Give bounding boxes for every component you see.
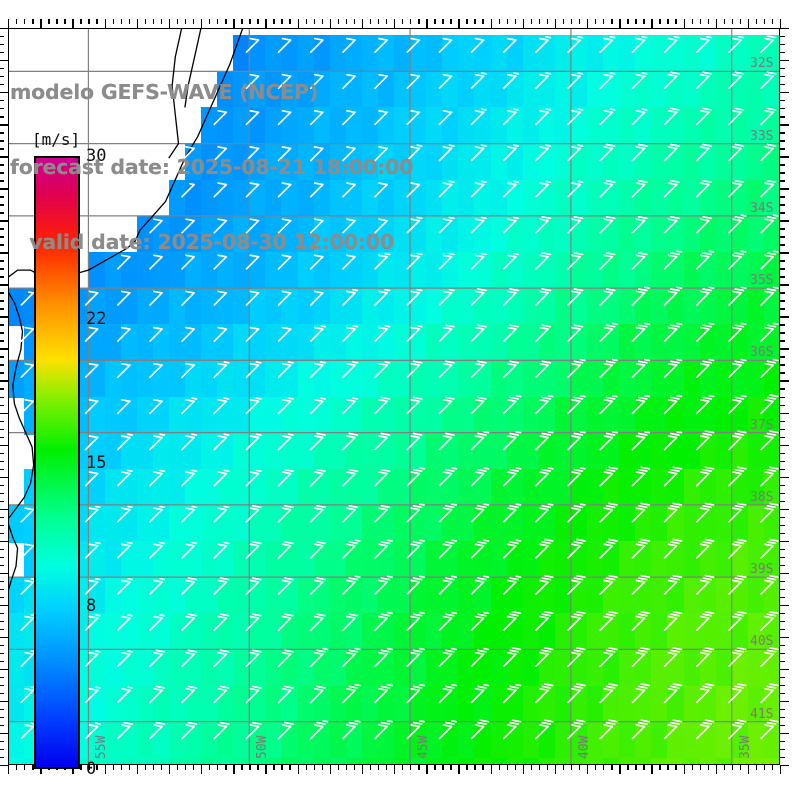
tick-marks-left	[0, 28, 8, 767]
lat-label-37s: 37S	[750, 417, 774, 433]
wind-speed-raster	[8, 28, 780, 765]
lat-label-40s: 40S	[750, 634, 774, 650]
lon-label-35w: 35W	[737, 735, 753, 759]
colorbar-tick-22: 22	[86, 309, 107, 330]
lat-label-32s: 32S	[750, 56, 774, 72]
tick-marks-right	[780, 28, 789, 767]
tick-marks-bottom	[8, 765, 782, 774]
lat-label-36s: 36S	[750, 345, 774, 361]
lon-label-40w: 40W	[576, 735, 592, 759]
colorbar-tick-30: 30	[86, 146, 107, 166]
colorbar-unit-label: [m/s]	[32, 130, 81, 149]
colorbar-gradient	[34, 156, 80, 769]
forecast-date-line: forecast date: 2025-08-21 18:00:00	[10, 155, 414, 179]
lat-label-33s: 33S	[750, 128, 774, 144]
colorbar-tick-0: 0	[86, 759, 97, 779]
lon-label-55w: 55W	[94, 735, 110, 759]
colorbar-tick-8: 8	[86, 595, 97, 616]
title-block: modelo GEFS-WAVE (NCEP) forecast date: 2…	[10, 30, 413, 305]
tick-marks-top	[8, 19, 782, 28]
lat-label-35s: 35S	[750, 273, 774, 289]
map-overlay	[8, 28, 780, 765]
colorbar-tick-15: 15	[86, 452, 107, 473]
lat-label-39s: 39S	[750, 562, 774, 578]
map-panel[interactable]	[8, 28, 780, 765]
lat-label-41s: 41S	[750, 706, 774, 722]
lat-label-38s: 38S	[750, 489, 774, 505]
lon-label-50w: 50W	[255, 735, 271, 759]
model-title: modelo GEFS-WAVE (NCEP)	[10, 80, 318, 104]
valid-date-line: valid date: 2025-08-30 12:00:00	[29, 230, 394, 254]
lat-label-34s: 34S	[750, 200, 774, 216]
lon-label-45w: 45W	[416, 735, 432, 759]
